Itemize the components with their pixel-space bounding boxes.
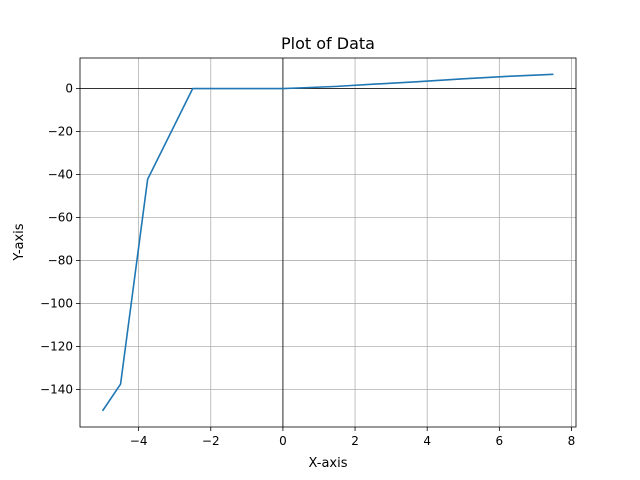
plot-frame: [79, 57, 577, 428]
x-tick-label: 4: [423, 434, 431, 448]
chart-title: Plot of Data: [281, 34, 375, 53]
data-series-line: [101, 73, 554, 412]
grid-lines: [80, 58, 576, 427]
x-axis-ticks: −4 −2 0 2 4 6 8: [130, 427, 576, 448]
series-group: [101, 73, 554, 412]
y-tick-label: −40: [48, 167, 73, 181]
x-tick-label: −2: [202, 434, 220, 448]
x-tick-label: 6: [496, 434, 504, 448]
y-tick-label: −80: [48, 253, 73, 267]
y-axis-label: Y-axis: [12, 223, 27, 261]
x-tick-label: −4: [130, 434, 148, 448]
y-tick-label: −140: [40, 382, 73, 396]
y-tick-label: 0: [65, 82, 73, 96]
x-axis-label: X-axis: [309, 456, 348, 471]
y-axis-ticks: 0 −20 −40 −60 −80 −100 −120 −140: [40, 82, 80, 396]
y-tick-label: −100: [40, 296, 73, 310]
x-tick-label: 2: [351, 434, 359, 448]
y-tick-label: −120: [40, 339, 73, 353]
y-tick-label: −20: [48, 124, 73, 138]
y-tick-label: −60: [48, 210, 73, 224]
reference-lines: [80, 58, 576, 427]
x-tick-label: 0: [279, 434, 287, 448]
x-tick-label: 8: [568, 434, 576, 448]
